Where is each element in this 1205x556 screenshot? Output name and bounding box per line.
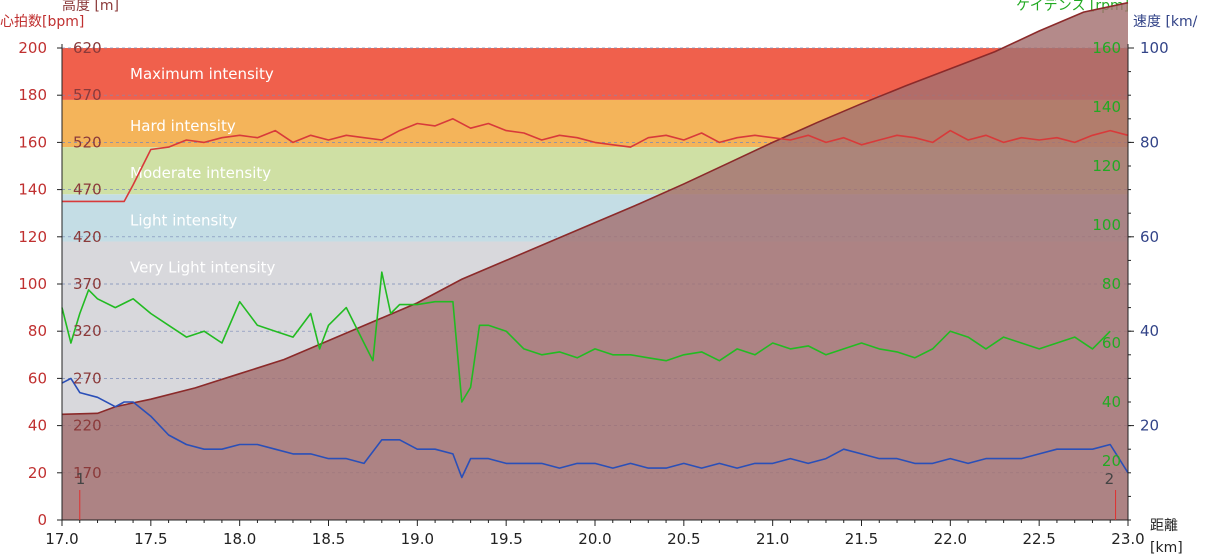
- altitude-tick-label: 170: [73, 464, 102, 482]
- altitude-tick-label: 570: [73, 86, 102, 104]
- altitude-tick-label: 620: [73, 39, 102, 57]
- x-tick-label: 20.0: [578, 530, 611, 548]
- cadence-tick-label: 60: [1102, 334, 1121, 352]
- hr-tick-label: 0: [37, 511, 47, 529]
- cadence-tick-label: 80: [1102, 275, 1121, 293]
- cadence-tick-label: 160: [1092, 39, 1121, 57]
- distance-axis-unit: [km]: [1150, 540, 1183, 556]
- hr-tick-label: 180: [18, 86, 47, 104]
- speed-tick-label: 80: [1140, 133, 1159, 151]
- x-tick-label: 19.0: [401, 530, 434, 548]
- altitude-axis-title: 高度 [m]: [62, 0, 120, 14]
- speed-tick-label: 60: [1140, 228, 1159, 246]
- x-tick-label: 19.5: [489, 530, 522, 548]
- hr-tick-label: 120: [18, 228, 47, 246]
- x-tick-label: 21.0: [756, 530, 789, 548]
- x-tick-label: 17.5: [134, 530, 167, 548]
- heart_rate-line: [62, 118, 1129, 203]
- x-tick-label: 21.5: [845, 530, 878, 548]
- zone-label: Hard intensity: [130, 117, 236, 135]
- hr-tick-label: 200: [18, 39, 47, 57]
- zone-label: Very Light intensity: [130, 258, 275, 276]
- hr-tick-label: 140: [18, 181, 47, 199]
- hr-tick-label: 60: [28, 369, 47, 387]
- x-tick-label: 17.0: [45, 530, 78, 548]
- hr-tick-label: 40: [28, 417, 47, 435]
- cadence-tick-label: 20: [1102, 452, 1121, 470]
- speed-tick-label: 100: [1140, 39, 1169, 57]
- x-tick-label: 22.0: [934, 530, 967, 548]
- altitude-area: [62, 2, 1128, 521]
- hr-tick-label: 80: [28, 322, 47, 340]
- speed-tick-label: 40: [1140, 322, 1159, 340]
- altitude-tick-label: 220: [73, 417, 102, 435]
- altitude-tick-label: 270: [73, 369, 102, 387]
- x-tick-label: 22.5: [1022, 530, 1055, 548]
- lap-marker-label: 1: [76, 470, 86, 488]
- speed-line: [61, 377, 1129, 479]
- cadence-line: [61, 271, 1111, 403]
- x-tick-label: 18.0: [223, 530, 256, 548]
- cadence-tick-label: 120: [1092, 157, 1121, 175]
- altitude-tick-label: 470: [73, 181, 102, 199]
- cadence-tick-label: 140: [1092, 98, 1121, 116]
- hr-tick-label: 100: [18, 275, 47, 293]
- x-tick-label: 18.5: [312, 530, 345, 548]
- zone-label: Maximum intensity: [130, 65, 274, 83]
- altitude-tick-label: 370: [73, 275, 102, 293]
- distance-axis-title: 距離: [1150, 518, 1178, 534]
- hr-tick-label: 20: [28, 464, 47, 482]
- zone-label: Light intensity: [130, 211, 237, 229]
- cadence-tick-label: 100: [1092, 216, 1121, 234]
- lap-marker-label: 2: [1105, 470, 1115, 488]
- cadence-tick-label: 40: [1102, 393, 1121, 411]
- x-tick-label: 23.0: [1111, 530, 1144, 548]
- altitude-line: [61, 1, 1129, 416]
- hr-tick-label: 160: [18, 133, 47, 151]
- speed-tick-label: 20: [1140, 417, 1159, 435]
- x-tick-label: 20.5: [667, 530, 700, 548]
- altitude-tick-label: 520: [73, 133, 102, 151]
- altitude-tick-label: 420: [73, 228, 102, 246]
- hr-axis-title: 心拍数[bpm]: [0, 14, 85, 30]
- speed-axis-title: 速度 [km/: [1133, 14, 1198, 30]
- zone-label: Moderate intensity: [130, 164, 271, 182]
- altitude-tick-label: 320: [73, 322, 102, 340]
